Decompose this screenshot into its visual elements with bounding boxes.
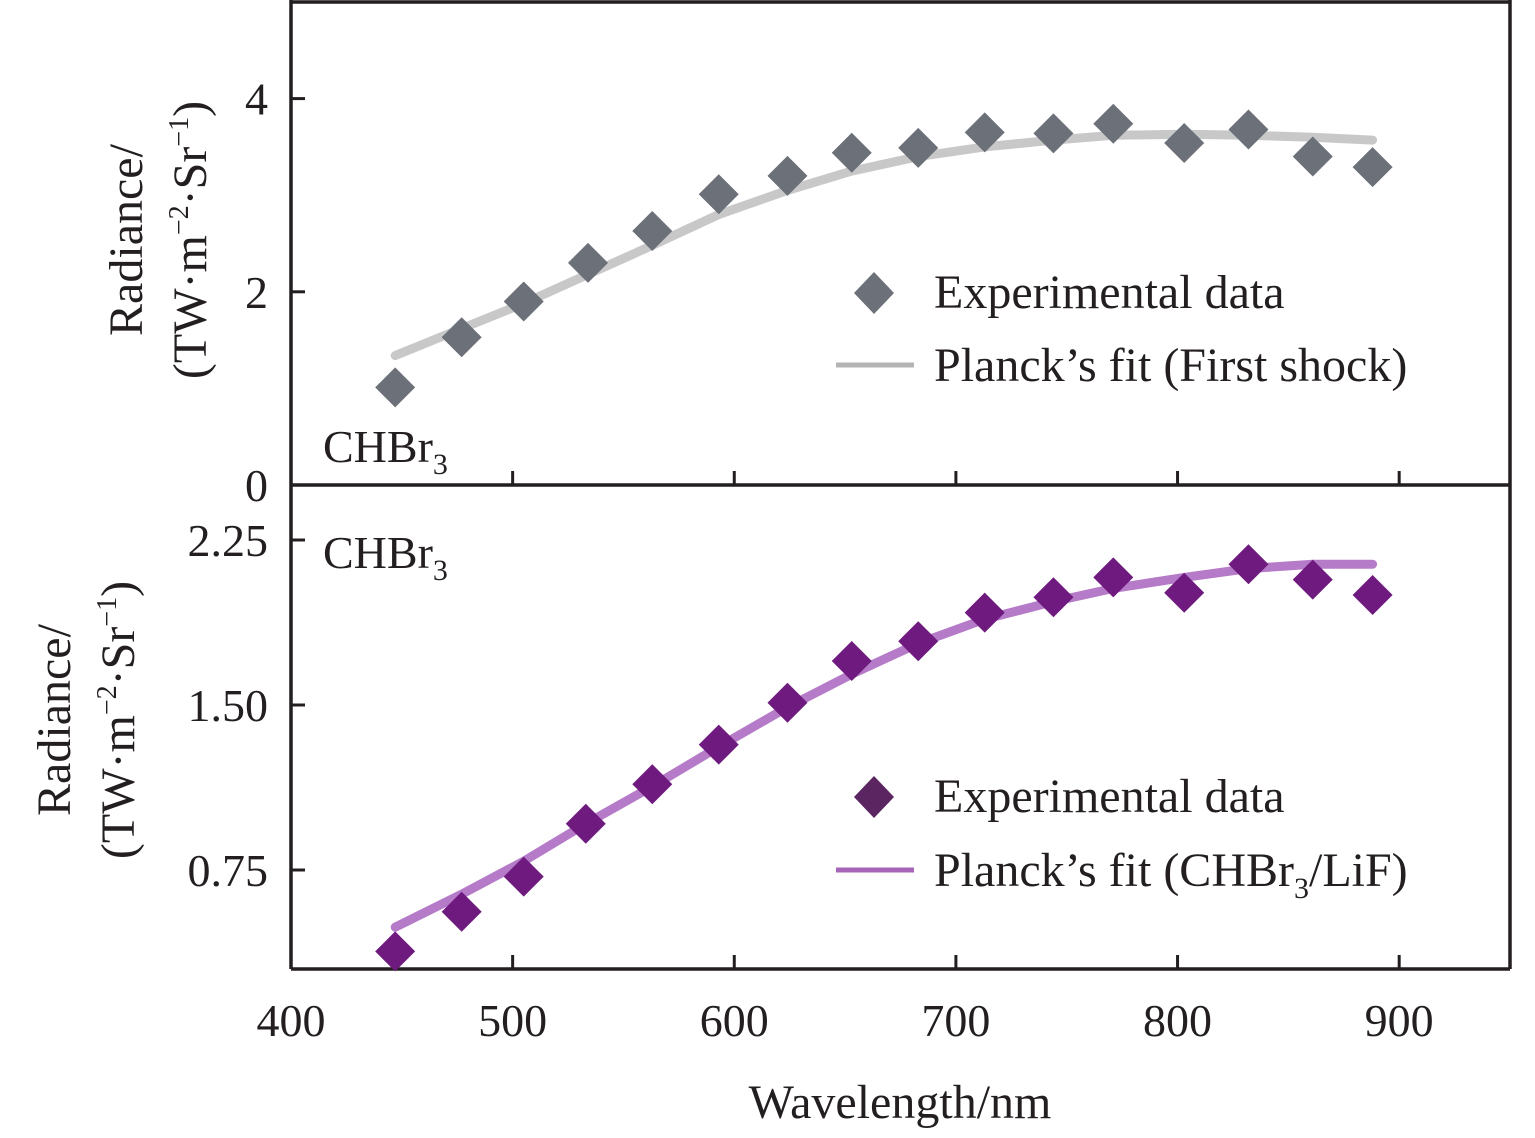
bottom-data-point	[1164, 572, 1205, 613]
bottom-panel: 0.75 1.50 2.25 CHBr3 Radiance/ (TW·m−2·Sr−…	[28, 515, 1408, 972]
top-data-point	[1164, 123, 1205, 164]
top-y-axis-title: Radiance/ (TW·m−2·Sr−1)	[100, 101, 217, 379]
top-data-point	[1093, 103, 1134, 144]
bottom-y-title-line1: Radiance/	[28, 623, 81, 816]
top-y-tick-label: 4	[245, 74, 268, 125]
bottom-data-points	[375, 544, 1393, 972]
top-data-point	[1292, 136, 1333, 177]
bottom-legend: Experimental data Planck’s fit (CHBr3/Li…	[836, 770, 1408, 905]
top-planck-fit-line	[390, 129, 1378, 361]
bottom-x-ticks	[511, 955, 1401, 969]
bottom-y-axis-title: Radiance/ (TW·m−2·Sr−1)	[28, 581, 145, 859]
bottom-data-point	[632, 764, 673, 805]
bottom-panel-annotation: CHBr3	[323, 527, 448, 587]
top-panel-annotation: CHBr3	[323, 421, 448, 481]
bottom-data-point	[375, 931, 416, 972]
top-data-point	[375, 367, 416, 408]
bottom-data-point	[1292, 559, 1333, 600]
bottom-y-tick-label: 1.50	[188, 680, 269, 731]
x-tick-label: 600	[700, 995, 769, 1046]
top-y-ticks: 0 2 4	[245, 74, 305, 511]
bottom-data-point	[898, 621, 939, 662]
x-tick-label: 700	[921, 995, 990, 1046]
bottom-legend-fit-label: Planck’s fit (CHBr3/LiF)	[934, 844, 1408, 905]
top-data-point	[898, 127, 939, 168]
top-legend-experimental-label: Experimental data	[934, 266, 1285, 319]
bottom-y-tick-label: 0.75	[188, 845, 269, 896]
bottom-data-point	[767, 682, 808, 723]
legend-diamond-icon	[854, 272, 894, 314]
bottom-data-point	[964, 592, 1005, 633]
bottom-data-point	[441, 891, 482, 932]
top-data-point	[964, 112, 1005, 153]
bottom-y-title-line2: (TW·m−2·Sr−1)	[92, 581, 145, 859]
top-x-ticks	[511, 471, 1401, 485]
top-y-tick-label: 2	[245, 267, 268, 318]
top-data-point	[831, 132, 872, 173]
top-data-points	[375, 103, 1393, 408]
top-y-title-line2: (TW·m−2·Sr−1)	[164, 101, 217, 379]
bottom-y-tick-label: 2.25	[188, 515, 269, 566]
bottom-data-point	[503, 856, 544, 897]
top-data-point	[567, 242, 608, 283]
axes-frame	[289, 0, 1512, 971]
bottom-data-point	[1033, 577, 1074, 618]
bottom-data-point	[1228, 544, 1269, 585]
x-tick-label: 500	[478, 995, 547, 1046]
top-fit-line-group	[390, 129, 1378, 361]
top-panel: 0 2 4 CHBr3 Radiance/ (TW·m−2·Sr−1) Experi…	[100, 74, 1407, 511]
top-legend-fit-label: Planck’s fit (First shock)	[934, 339, 1407, 392]
bottom-planck-fit-line	[390, 559, 1378, 932]
bottom-y-ticks: 0.75 1.50 2.25	[188, 515, 305, 896]
x-axis-title: Wavelength/nm	[749, 1076, 1052, 1129]
top-data-point	[1352, 147, 1393, 188]
bottom-data-point	[831, 641, 872, 681]
top-data-point	[698, 174, 739, 215]
top-data-point	[503, 281, 544, 322]
x-tick-label: 900	[1365, 995, 1434, 1046]
top-data-point	[441, 317, 482, 358]
top-y-title-line1: Radiance/	[100, 143, 153, 336]
bottom-data-point	[565, 803, 606, 844]
x-tick-label: 400	[257, 995, 326, 1046]
top-data-point	[767, 155, 808, 196]
bottom-legend-experimental-label: Experimental data	[934, 770, 1285, 823]
top-data-point	[632, 210, 673, 251]
top-data-point	[1228, 109, 1269, 150]
legend-diamond-icon	[854, 776, 894, 818]
top-y-tick-label: 0	[245, 460, 268, 511]
x-tick-labels: 400 500 600 700 800 900	[257, 995, 1434, 1046]
top-legend: Experimental data Planck’s fit (First sh…	[836, 266, 1407, 392]
x-tick-label: 800	[1143, 995, 1212, 1046]
bottom-fit-line-group	[390, 559, 1378, 932]
top-data-point	[1033, 113, 1074, 154]
bottom-data-point	[698, 724, 739, 765]
bottom-data-point	[1093, 557, 1134, 598]
bottom-data-point	[1352, 575, 1393, 615]
